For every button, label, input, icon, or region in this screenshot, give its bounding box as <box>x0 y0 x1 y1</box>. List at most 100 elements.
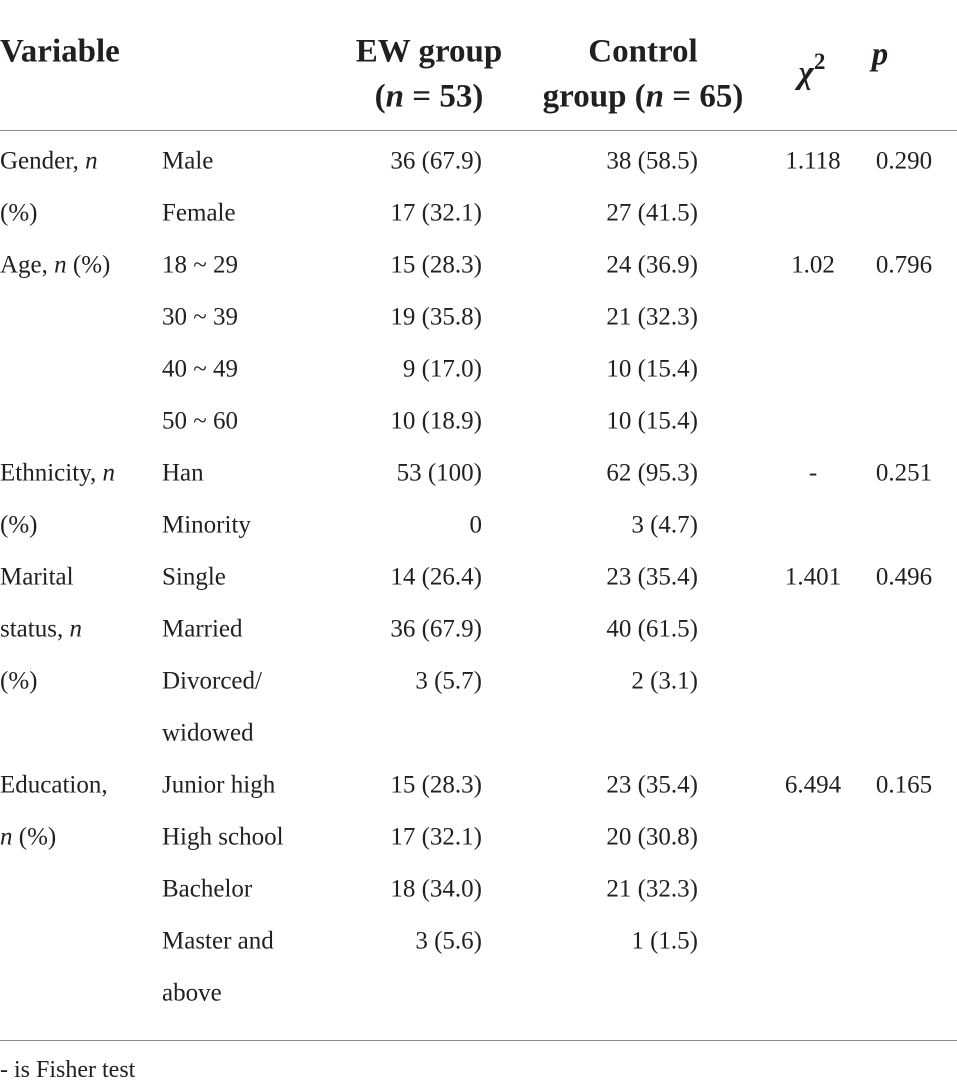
text-segment: n <box>69 615 82 643</box>
control-value: 38 (58.5) <box>606 147 698 175</box>
text-segment: Gender, <box>0 147 86 175</box>
control-value: 27 (41.5) <box>606 199 698 227</box>
chi2-value: 1.118 <box>785 147 841 175</box>
bottom-rule <box>0 1040 957 1041</box>
variable-label: Marital <box>0 565 74 590</box>
level-label: Divorced/ <box>162 667 262 695</box>
level-label: Female <box>162 199 236 227</box>
text-segment: (%) <box>0 667 38 695</box>
text-segment: (%) <box>66 251 111 279</box>
text-segment: Ethnicity, <box>0 459 103 487</box>
footnote: - is Fisher test <box>0 1057 136 1083</box>
header-cell: Variable <box>0 33 120 70</box>
level-label: Single <box>162 563 226 591</box>
level-label: Married <box>162 615 243 643</box>
level-label: Han <box>162 459 204 487</box>
variable-label: status, n <box>0 617 82 642</box>
ew-value: 19 (35.8) <box>390 303 482 331</box>
header-rule <box>0 130 957 131</box>
ew-value: 17 (32.1) <box>390 199 482 227</box>
text-segment: n <box>0 823 13 851</box>
text-segment: n <box>102 459 116 487</box>
text-segment: (%) <box>0 199 38 227</box>
level-label: Minority <box>162 511 251 539</box>
control-value: 24 (36.9) <box>606 251 698 279</box>
variable-label: Gender, n <box>0 149 98 174</box>
ew-value: 9 (17.0) <box>402 355 482 383</box>
header-cell: p <box>871 36 889 73</box>
ew-value: 0 <box>469 511 483 539</box>
ew-value: 17 (32.1) <box>390 823 482 851</box>
p-value: 0.496 <box>875 563 933 591</box>
text-segment: Variable <box>0 33 120 70</box>
header-cell: group (n = 65) <box>543 78 744 115</box>
control-value: 21 (32.3) <box>606 303 698 331</box>
ew-value: 36 (67.9) <box>390 615 482 643</box>
text-segment: status, <box>0 615 70 643</box>
p-value: 0.796 <box>875 251 933 279</box>
control-value: 10 (15.4) <box>606 407 698 435</box>
control-value: 10 (15.4) <box>606 355 698 383</box>
variable-label: n (%) <box>0 825 56 850</box>
level-label: above <box>162 979 222 1007</box>
ew-value: 10 (18.9) <box>390 407 482 435</box>
variable-label: Education, <box>0 773 108 798</box>
variable-label: (%) <box>0 201 37 226</box>
text-segment: Marital <box>0 563 74 591</box>
control-value: 21 (32.3) <box>606 875 698 903</box>
ew-value: 15 (28.3) <box>390 251 482 279</box>
level-label: 18 ~ 29 <box>162 251 239 279</box>
level-label: widowed <box>162 719 254 747</box>
p-value: 0.251 <box>875 459 933 487</box>
control-value: 1 (1.5) <box>631 927 698 955</box>
level-label: Bachelor <box>162 875 253 903</box>
header-cell: Control <box>588 33 698 70</box>
p-value: 0.165 <box>875 771 933 799</box>
control-value: 62 (95.3) <box>606 459 698 487</box>
control-value: 23 (35.4) <box>606 563 698 591</box>
control-value: 3 (4.7) <box>631 511 698 539</box>
text-segment: χ <box>798 54 814 91</box>
level-label: Male <box>162 147 214 175</box>
header-cell: χ2 <box>799 50 826 90</box>
level-label: 30 ~ 39 <box>162 303 239 331</box>
control-value: 20 (30.8) <box>606 823 698 851</box>
chi2-value: 1.02 <box>791 251 835 279</box>
text-segment: = 53) <box>404 78 484 115</box>
text-segment: n <box>385 78 405 115</box>
text-segment: = 65) <box>664 78 744 115</box>
ew-value: 14 (26.4) <box>390 563 482 591</box>
text-segment: (%) <box>12 823 57 851</box>
text-segment: EW group <box>355 33 503 70</box>
header-cell: EW group <box>355 33 503 70</box>
text-segment: n <box>85 147 98 175</box>
ew-value: 3 (5.7) <box>415 667 482 695</box>
text-segment: Age, <box>0 251 55 279</box>
level-label: High school <box>162 823 284 851</box>
text-segment: 2 <box>813 48 826 75</box>
text-segment: (%) <box>0 511 38 539</box>
chi2-value: - <box>808 459 818 487</box>
text-segment: Education, <box>0 771 108 799</box>
variable-label: Ethnicity, n <box>0 461 115 486</box>
chi2-value: 1.401 <box>784 563 842 591</box>
text-segment: p <box>871 36 889 73</box>
control-value: 40 (61.5) <box>606 615 698 643</box>
ew-value: 18 (34.0) <box>390 875 482 903</box>
control-value: 23 (35.4) <box>606 771 698 799</box>
text-segment: Control <box>588 33 698 70</box>
ew-value: 3 (5.6) <box>415 927 482 955</box>
level-label: 40 ~ 49 <box>162 355 239 383</box>
level-label: Master and <box>162 927 274 955</box>
control-value: 2 (3.1) <box>631 667 698 695</box>
ew-value: 36 (67.9) <box>390 147 482 175</box>
p-value: 0.290 <box>875 147 933 175</box>
chi2-value: 6.494 <box>784 771 842 799</box>
ew-value: 53 (100) <box>396 459 482 487</box>
variable-label: (%) <box>0 669 37 694</box>
text-segment: ( <box>374 78 386 115</box>
level-label: 50 ~ 60 <box>162 407 239 435</box>
text-segment: n <box>54 251 67 279</box>
level-label: Junior high <box>162 771 276 799</box>
